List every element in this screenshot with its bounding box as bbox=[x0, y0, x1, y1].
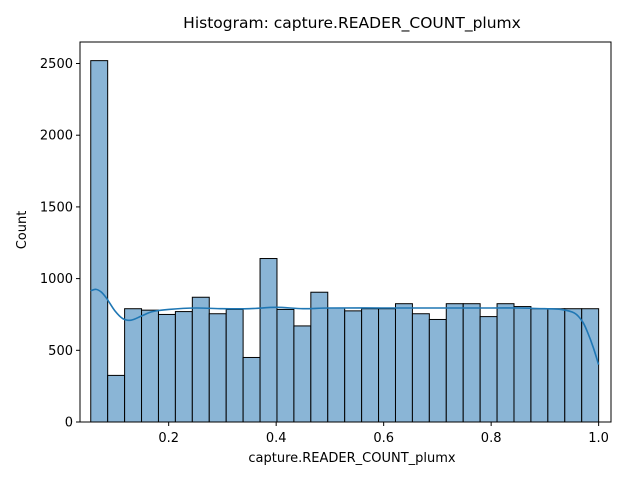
histogram-bar bbox=[513, 306, 532, 423]
histogram-bar bbox=[344, 310, 363, 423]
histogram-bar bbox=[496, 303, 515, 423]
y-tick-label: 500 bbox=[48, 344, 73, 359]
chart-title: Histogram: capture.READER_COUNT_plumx bbox=[183, 14, 521, 33]
x-axis-label: capture.READER_COUNT_plumx bbox=[248, 451, 456, 466]
histogram-bar bbox=[327, 307, 346, 423]
y-tick-label: 1000 bbox=[40, 272, 73, 287]
histogram-bar bbox=[445, 303, 464, 423]
x-tick-label: 0.2 bbox=[158, 431, 179, 446]
histogram-bar bbox=[141, 309, 159, 423]
y-tick-label: 2500 bbox=[40, 57, 73, 72]
histogram-bar bbox=[428, 318, 447, 423]
histogram-bar bbox=[259, 258, 278, 423]
y-axis-label: Count bbox=[15, 211, 30, 250]
histogram-bar bbox=[462, 303, 481, 423]
y-tick-label: 0 bbox=[65, 416, 73, 431]
histogram-bar bbox=[208, 313, 227, 423]
x-tick-label: 0.4 bbox=[266, 431, 287, 446]
histogram-bar bbox=[124, 308, 143, 423]
y-axis-ticks: 0 500 1000 1500 2000 2500 bbox=[40, 57, 80, 431]
histogram-bar bbox=[547, 308, 566, 423]
x-tick-label: 0.6 bbox=[373, 431, 394, 446]
histogram-bar bbox=[378, 308, 396, 423]
plot-frame bbox=[79, 41, 612, 423]
histogram-bar bbox=[361, 308, 380, 423]
histogram-bar bbox=[530, 308, 549, 423]
histogram-bar bbox=[564, 308, 583, 423]
histogram-bar bbox=[191, 296, 210, 423]
histogram-bar bbox=[293, 325, 312, 423]
histogram-bar bbox=[157, 313, 176, 423]
histogram-bar bbox=[310, 291, 329, 423]
kde-curve bbox=[90, 288, 600, 365]
y-tick-label: 1500 bbox=[40, 200, 73, 215]
histogram-bar bbox=[90, 60, 109, 423]
histogram-bar bbox=[276, 308, 295, 423]
x-tick-label: 1.0 bbox=[588, 431, 609, 446]
histogram-bar bbox=[411, 313, 430, 423]
x-axis-ticks: 0.2 0.4 0.6 0.8 1.0 bbox=[158, 422, 609, 446]
histogram-bar bbox=[107, 374, 126, 423]
histogram-bar bbox=[174, 311, 193, 423]
histogram-bars bbox=[90, 60, 600, 423]
y-tick-label: 2000 bbox=[40, 129, 73, 144]
x-tick-label: 0.8 bbox=[481, 431, 502, 446]
histogram-bar bbox=[394, 303, 413, 423]
histogram-bar bbox=[225, 308, 244, 423]
histogram-bar bbox=[242, 356, 261, 423]
histogram-bar bbox=[479, 316, 498, 423]
